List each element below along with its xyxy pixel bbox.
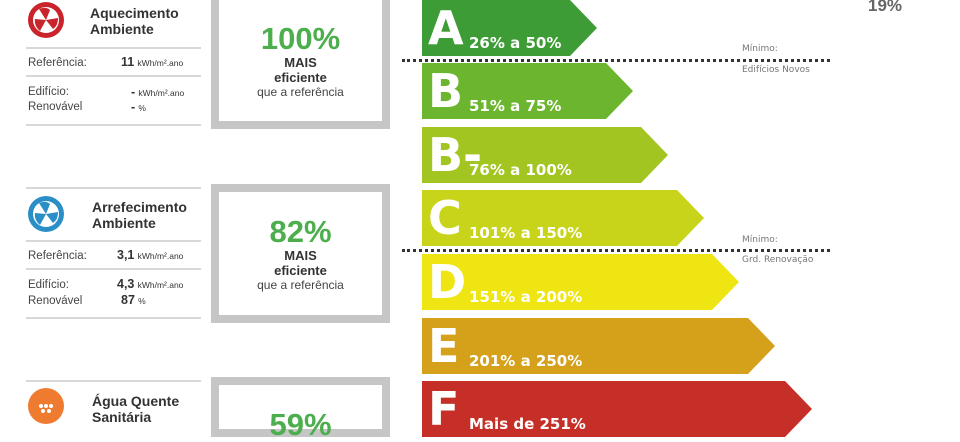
class-range: Mais de 251% <box>469 415 586 433</box>
building-label: Edifício: <box>28 86 69 98</box>
fan-icon <box>28 2 64 38</box>
divider <box>26 124 201 126</box>
section-title: Água Quente Sanitária <box>92 393 180 425</box>
class-range: 151% a 200% <box>469 288 583 306</box>
building-value: 4,3 kWh/m².ano <box>117 277 184 291</box>
divider <box>26 240 201 242</box>
shower-icon <box>28 388 64 424</box>
class-letter: B- <box>428 128 483 182</box>
divider <box>26 187 201 189</box>
energy-class-c: C 101% a 150% <box>422 190 704 246</box>
class-range: 76% a 100% <box>469 161 572 179</box>
class-letter: C <box>428 191 462 245</box>
section-title: Arrefecimento Ambiente <box>92 199 187 231</box>
fan-icon <box>28 196 64 232</box>
building-value: - kWh/m².ano <box>131 85 185 99</box>
efficiency-box: 100% MAIS eficiente que a referência <box>211 0 390 129</box>
mais-label: MAIS <box>284 55 317 70</box>
class-range: 101% a 150% <box>469 224 583 242</box>
energy-class-b-minus: B- 76% a 100% <box>422 127 668 183</box>
mais-label: MAIS <box>284 248 317 263</box>
efficiency-percent: 100% <box>260 21 341 56</box>
section-title: Aquecimento Ambiente <box>90 5 179 37</box>
eficiente-label: eficiente <box>274 70 327 85</box>
class-letter: B <box>428 64 464 118</box>
reference-label: Referência: <box>28 250 87 262</box>
class-letter: A <box>428 1 464 55</box>
top-right-value: 19% <box>868 0 903 15</box>
efficiency-box: 82% MAIS eficiente que a referência <box>211 184 390 323</box>
class-letter: F <box>428 382 460 436</box>
divider <box>26 75 201 77</box>
energy-class-a: A 26% a 50% <box>422 0 597 56</box>
reference-label: Referência: <box>28 57 87 69</box>
threshold-line <box>402 59 830 62</box>
class-range: 26% a 50% <box>469 34 562 52</box>
renewable-label: Renovável <box>28 101 83 113</box>
energy-class-f: F Mais de 251% <box>422 381 812 437</box>
reference-value: 3,1 kWh/m².ano <box>117 248 184 262</box>
reference-note: que a referência <box>257 278 344 292</box>
class-range: 51% a 75% <box>469 97 562 115</box>
renewable-label: Renovável <box>28 295 83 307</box>
energy-class-d: D 151% a 200% <box>422 254 739 310</box>
efficiency-percent: 59% <box>269 407 332 442</box>
efficiency-percent: 82% <box>269 214 332 249</box>
energy-class-b: B 51% a 75% <box>422 63 633 119</box>
reference-note: que a referência <box>257 85 344 99</box>
efficiency-box: 59% <box>211 377 390 441</box>
energy-class-e: E 201% a 250% <box>422 318 775 374</box>
renewable-value: 87 % <box>121 293 146 307</box>
divider <box>26 47 201 49</box>
threshold-line <box>402 249 830 252</box>
class-range: 201% a 250% <box>469 352 583 370</box>
threshold-sublabel: Grd. Renovação <box>742 255 814 265</box>
threshold-label: Mínimo: <box>742 235 778 245</box>
class-letter: E <box>428 319 460 373</box>
divider <box>26 268 201 270</box>
eficiente-label: eficiente <box>274 263 327 278</box>
class-letter: D <box>428 255 467 309</box>
divider <box>26 317 201 319</box>
renewable-value: - % <box>131 100 146 114</box>
building-label: Edifício: <box>28 279 69 291</box>
threshold-label: Mínimo: <box>742 44 778 54</box>
threshold-sublabel: Edifícios Novos <box>742 65 810 75</box>
divider <box>26 380 201 382</box>
reference-value: 11 kWh/m².ano <box>121 55 184 69</box>
